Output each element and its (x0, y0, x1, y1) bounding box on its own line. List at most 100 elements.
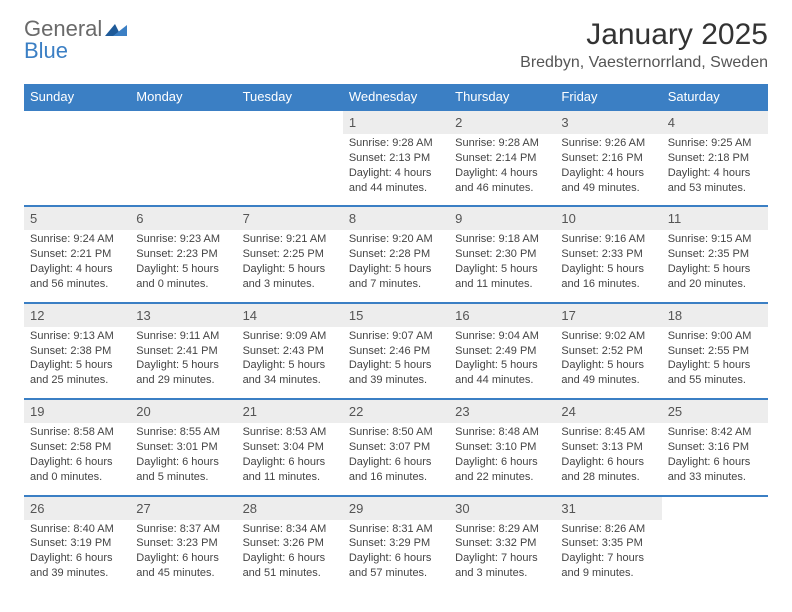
sunrise-line: Sunrise: 9:28 AM (349, 136, 443, 151)
day-number-cell: 23 (449, 399, 555, 423)
day-detail-cell: Sunrise: 9:20 AMSunset: 2:28 PMDaylight:… (343, 230, 449, 302)
sunrise-line: Sunrise: 8:48 AM (455, 425, 549, 440)
sunset-line: Sunset: 2:13 PM (349, 151, 443, 166)
empty-day-detail (130, 134, 236, 206)
day-number-cell: 9 (449, 206, 555, 230)
daynum-row: 567891011 (24, 206, 768, 230)
day-number-cell: 14 (237, 303, 343, 327)
day-number-cell: 19 (24, 399, 130, 423)
daylight-line: Daylight: 5 hours and 16 minutes. (561, 262, 655, 292)
day-number-cell: 6 (130, 206, 236, 230)
sunrise-line: Sunrise: 9:00 AM (668, 329, 762, 344)
sunset-line: Sunset: 2:41 PM (136, 344, 230, 359)
daylight-line: Daylight: 7 hours and 3 minutes. (455, 551, 549, 581)
day-number: 28 (243, 501, 257, 516)
day-number: 11 (668, 211, 682, 226)
sunrise-line: Sunrise: 9:24 AM (30, 232, 124, 247)
day-number: 23 (455, 404, 469, 419)
day-number: 2 (455, 115, 462, 130)
day-number: 8 (349, 211, 356, 226)
daylight-line: Daylight: 5 hours and 44 minutes. (455, 358, 549, 388)
day-number: 12 (30, 308, 44, 323)
weekday-header-row: Sunday Monday Tuesday Wednesday Thursday… (24, 84, 768, 110)
day-detail-cell: Sunrise: 9:15 AMSunset: 2:35 PMDaylight:… (662, 230, 768, 302)
sunrise-line: Sunrise: 8:45 AM (561, 425, 655, 440)
day-number-cell: 18 (662, 303, 768, 327)
day-number: 24 (561, 404, 575, 419)
daynum-row: 19 2021 22 23 24 25 (24, 399, 768, 423)
sunset-line: Sunset: 2:25 PM (243, 247, 337, 262)
daylight-line: Daylight: 6 hours and 0 minutes. (30, 455, 124, 485)
sunrise-line: Sunrise: 9:15 AM (668, 232, 762, 247)
daylight-line: Daylight: 6 hours and 28 minutes. (561, 455, 655, 485)
sunrise-line: Sunrise: 9:02 AM (561, 329, 655, 344)
day-number-cell: 29 (343, 496, 449, 520)
daylight-line: Daylight: 4 hours and 49 minutes. (561, 166, 655, 196)
sunset-line: Sunset: 2:58 PM (30, 440, 124, 455)
daylight-line: Daylight: 5 hours and 29 minutes. (136, 358, 230, 388)
sunrise-line: Sunrise: 8:34 AM (243, 522, 337, 537)
day-detail-cell: Sunrise: 8:45 AMSunset: 3:13 PMDaylight:… (555, 423, 661, 495)
daylight-line: Daylight: 6 hours and 22 minutes. (455, 455, 549, 485)
sunset-line: Sunset: 2:49 PM (455, 344, 549, 359)
sunset-line: Sunset: 3:35 PM (561, 536, 655, 551)
sunset-line: Sunset: 2:46 PM (349, 344, 443, 359)
logo: GeneralBlue (24, 18, 127, 62)
empty-day-number (237, 110, 343, 134)
weekday-header: Wednesday (343, 84, 449, 110)
sunrise-line: Sunrise: 9:28 AM (455, 136, 549, 151)
day-number: 22 (349, 404, 363, 419)
daylight-line: Daylight: 6 hours and 39 minutes. (30, 551, 124, 581)
daylight-line: Daylight: 5 hours and 39 minutes. (349, 358, 443, 388)
day-number-cell: 17 (555, 303, 661, 327)
day-number-cell: 8 (343, 206, 449, 230)
day-number-cell: 21 (237, 399, 343, 423)
sunrise-line: Sunrise: 8:53 AM (243, 425, 337, 440)
sunrise-line: Sunrise: 9:25 AM (668, 136, 762, 151)
day-detail-cell: Sunrise: 8:26 AMSunset: 3:35 PMDaylight:… (555, 520, 661, 591)
sunset-line: Sunset: 2:28 PM (349, 247, 443, 262)
day-detail-cell: Sunrise: 9:02 AMSunset: 2:52 PMDaylight:… (555, 327, 661, 399)
title-block: January 2025 Bredbyn, Vaesternorrland, S… (520, 18, 768, 72)
daylight-line: Daylight: 5 hours and 11 minutes. (455, 262, 549, 292)
day-number-cell: 15 (343, 303, 449, 327)
sunset-line: Sunset: 3:13 PM (561, 440, 655, 455)
sunrise-line: Sunrise: 9:16 AM (561, 232, 655, 247)
day-detail-cell: Sunrise: 8:50 AMSunset: 3:07 PMDaylight:… (343, 423, 449, 495)
weekday-header: Saturday (662, 84, 768, 110)
day-number-cell: 3 (555, 110, 661, 134)
day-number: 19 (30, 404, 44, 419)
day-number-cell: 4 (662, 110, 768, 134)
header: GeneralBlue January 2025 Bredbyn, Vaeste… (24, 18, 768, 72)
weekday-header: Monday (130, 84, 236, 110)
day-number-cell: 10 (555, 206, 661, 230)
sunrise-line: Sunrise: 9:11 AM (136, 329, 230, 344)
day-number: 25 (668, 404, 682, 419)
day-detail-cell: Sunrise: 8:34 AMSunset: 3:26 PMDaylight:… (237, 520, 343, 591)
sunset-line: Sunset: 3:29 PM (349, 536, 443, 551)
sunrise-line: Sunrise: 9:18 AM (455, 232, 549, 247)
detail-row: Sunrise: 8:58 AMSunset: 2:58 PMDaylight:… (24, 423, 768, 495)
day-number-cell: 20 (130, 399, 236, 423)
empty-day-number (130, 110, 236, 134)
day-number-cell: 2 (449, 110, 555, 134)
daylight-line: Daylight: 5 hours and 55 minutes. (668, 358, 762, 388)
daylight-line: Daylight: 5 hours and 49 minutes. (561, 358, 655, 388)
detail-row: Sunrise: 9:13 AMSunset: 2:38 PMDaylight:… (24, 327, 768, 399)
sunset-line: Sunset: 2:23 PM (136, 247, 230, 262)
empty-day-number (662, 496, 768, 520)
daylight-line: Daylight: 6 hours and 11 minutes. (243, 455, 337, 485)
day-detail-cell: Sunrise: 8:31 AMSunset: 3:29 PMDaylight:… (343, 520, 449, 591)
day-detail-cell: Sunrise: 9:21 AMSunset: 2:25 PMDaylight:… (237, 230, 343, 302)
sunrise-line: Sunrise: 8:37 AM (136, 522, 230, 537)
sunrise-line: Sunrise: 9:07 AM (349, 329, 443, 344)
day-number: 16 (455, 308, 469, 323)
sunrise-line: Sunrise: 9:21 AM (243, 232, 337, 247)
day-number: 7 (243, 211, 250, 226)
daylight-line: Daylight: 6 hours and 33 minutes. (668, 455, 762, 485)
empty-day-number (24, 110, 130, 134)
daylight-line: Daylight: 5 hours and 7 minutes. (349, 262, 443, 292)
daylight-line: Daylight: 4 hours and 44 minutes. (349, 166, 443, 196)
day-number-cell: 16 (449, 303, 555, 327)
sunset-line: Sunset: 2:30 PM (455, 247, 549, 262)
